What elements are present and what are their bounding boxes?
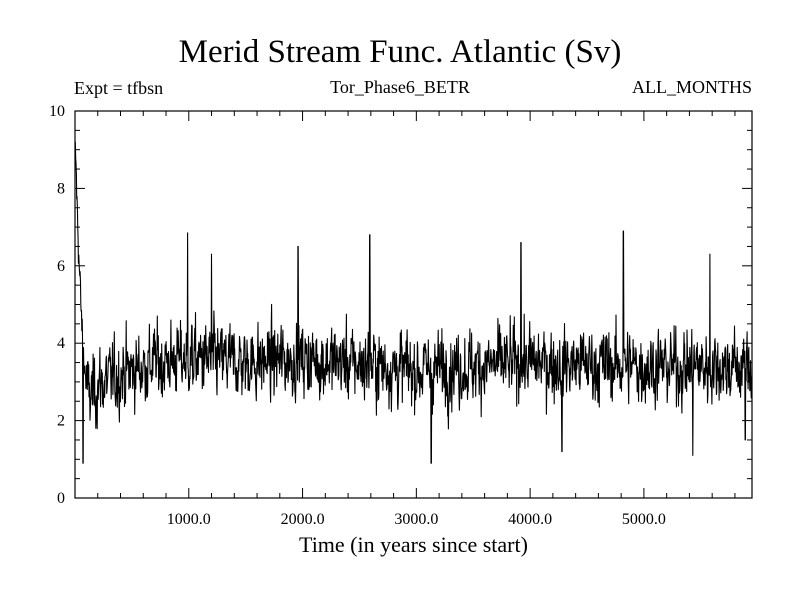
- y-tick-label: 8: [57, 180, 65, 197]
- x-tick-label: 2000.0: [281, 511, 325, 528]
- y-tick-label: 4: [57, 335, 65, 352]
- tick-labels: 1000.0 2000.0 3000.0 4000.0 5000.0 0 2 4 6 8 10: [49, 103, 666, 528]
- months-label: ALL_MONTHS: [632, 77, 752, 97]
- y-tick-label: 0: [57, 490, 65, 507]
- plot-frame: [74, 110, 753, 499]
- x-tick-label: 3000.0: [394, 511, 438, 528]
- x-tick-label: 4000.0: [508, 511, 552, 528]
- experiment-label: Expt = tfbsn: [74, 78, 164, 98]
- x-tick-label: 1000.0: [167, 511, 211, 528]
- chart-title: Merid Stream Func. Atlantic (Sv): [178, 34, 622, 70]
- y-tick-label: 2: [57, 413, 65, 430]
- y-tick-label: 6: [57, 258, 65, 275]
- x-tick-label: 5000.0: [622, 511, 666, 528]
- x-axis-label: Time (in years since start): [299, 532, 528, 557]
- y-tick-label: 10: [49, 103, 65, 120]
- axis-ticks: [75, 110, 752, 499]
- run-label: Tor_Phase6_BETR: [330, 77, 470, 97]
- series-line: [74, 141, 753, 464]
